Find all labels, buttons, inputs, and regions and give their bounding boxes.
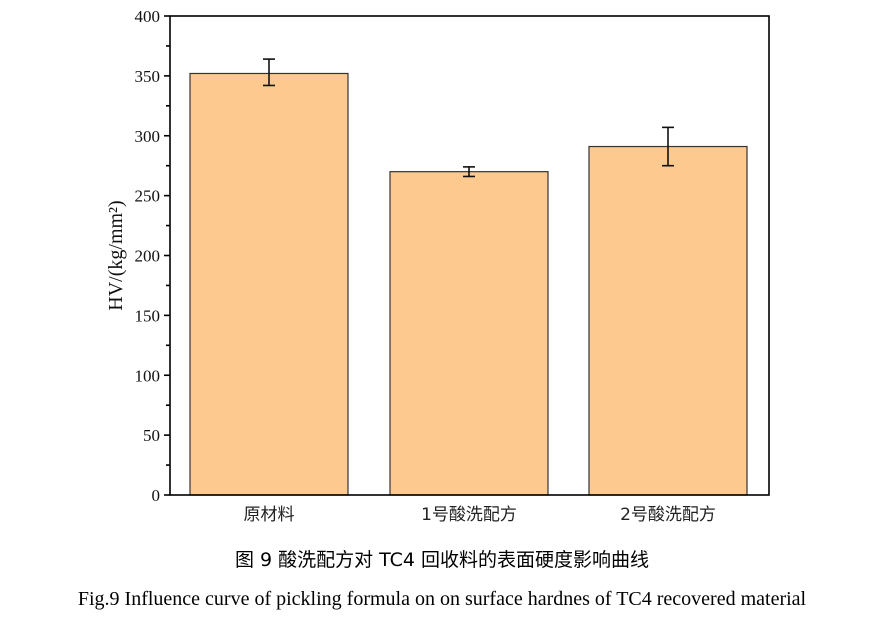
y-axis-label: HV/(kg/mm²): [105, 200, 127, 310]
y-tick-label: 350: [135, 67, 161, 86]
x-tick-label-1: 原材料: [244, 505, 295, 525]
y-tick-label: 300: [135, 127, 161, 146]
bar-2: [389, 171, 549, 496]
x-tick-label-2: 1号酸洗配方: [421, 505, 517, 525]
caption-english: Fig.9 Influence curve of pickling formul…: [77, 588, 807, 610]
caption-chinese: 图 9 酸洗配方对 TC4 回收料的表面硬度影响曲线: [234, 549, 650, 571]
y-tick-label: 150: [135, 306, 161, 325]
y-tick-label: 100: [135, 366, 161, 385]
y-tick-label: 200: [135, 247, 161, 266]
bar-chart: 原材料 1号酸洗配方 2号酸洗配方 0 50 100 150 200 250 300 350 400 H…: [105, 7, 770, 525]
y-tick-label: 400: [135, 7, 161, 26]
bar-3: [588, 145, 748, 496]
y-tick-label: 250: [135, 187, 161, 206]
bar-1: [189, 72, 349, 496]
x-tick-label-3: 2号酸洗配方: [620, 505, 716, 525]
y-tick-label: 0: [152, 486, 161, 505]
y-tick-label: 50: [143, 426, 160, 445]
